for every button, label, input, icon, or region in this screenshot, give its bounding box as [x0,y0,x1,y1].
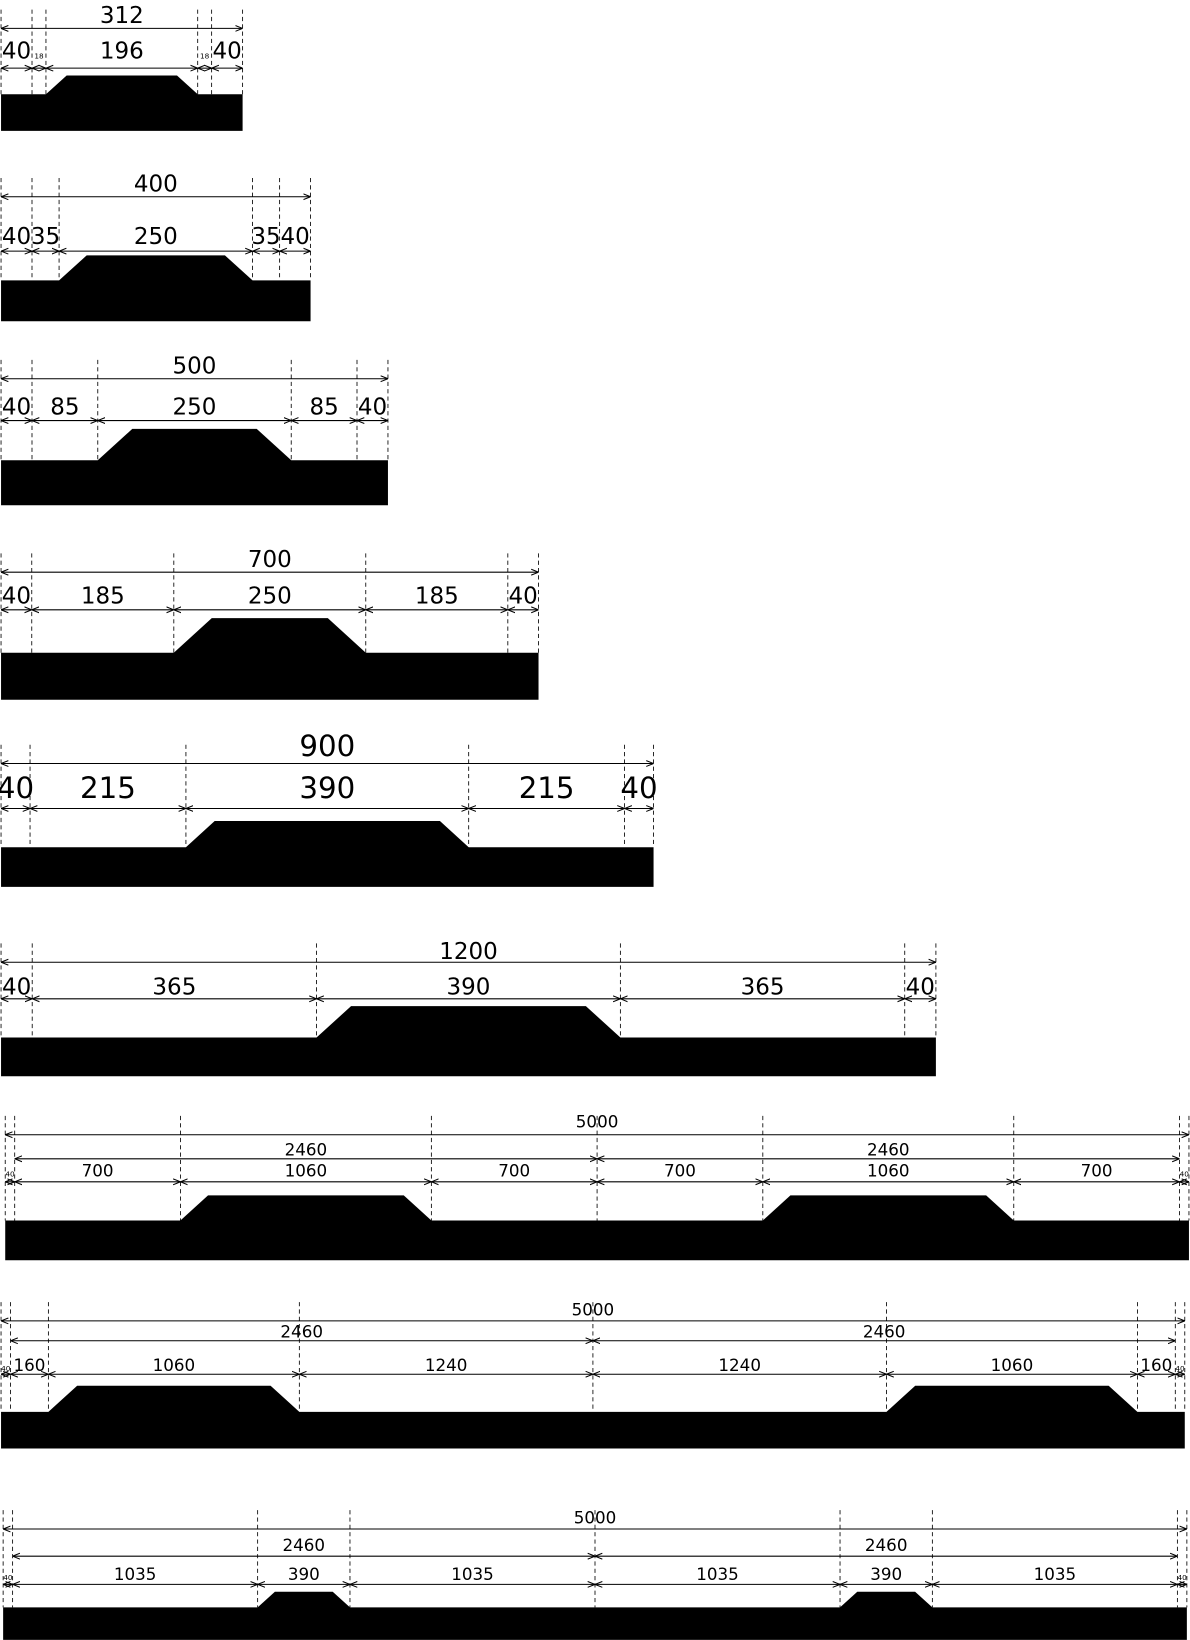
segment-dimension: 1035 [696,1564,739,1584]
half-dimension: 2460 [865,1535,908,1555]
segment-dimension: 215 [519,771,575,805]
segment-dimension: 40 [1175,1364,1185,1373]
total-dimension: 1200 [439,939,498,965]
total-dimension: 5000 [574,1508,617,1528]
profile-shape [1,618,539,700]
segment-dimension: 215 [80,771,136,805]
profile-shape [3,1591,1187,1640]
total-dimension: 312 [100,3,144,29]
segment-dimension: 40 [2,975,31,1001]
segment-dimension: 1060 [285,1161,328,1181]
segment-dimension: 1060 [153,1355,196,1375]
segment-dimension: 160 [1140,1355,1172,1375]
segment-dimension: 160 [13,1355,45,1375]
segment-dimension: 1035 [451,1564,494,1584]
segment-dimension: 1240 [718,1355,761,1375]
segment-dimension: 40 [358,394,387,420]
segment-dimension: 700 [664,1161,696,1181]
segment-dimension: 1035 [114,1564,157,1584]
segment-dimension: 700 [82,1161,114,1181]
segment-dimension: 40 [2,224,31,250]
segment-dimension: 40 [2,584,31,610]
segment-dimension: 18 [200,52,210,61]
profile-shape [1,428,388,506]
segment-dimension: 40 [1,1364,11,1373]
segment-dimension: 365 [152,975,196,1001]
profile-shape [1,1385,1185,1449]
segment-dimension: 35 [31,224,60,250]
total-dimension: 5000 [576,1111,619,1131]
segment-dimension: 40 [509,584,538,610]
segment-dimension: 35 [251,224,280,250]
segment-dimension: 40 [280,224,309,250]
segment-dimension: 40 [2,39,31,65]
segment-dimension: 700 [498,1161,530,1181]
segment-dimension: 40 [1177,1573,1187,1582]
segment-dimension: 85 [50,394,79,420]
segment-dimension: 250 [173,394,217,420]
half-dimension: 2460 [285,1140,328,1160]
segment-dimension: 1240 [425,1355,468,1375]
segment-dimension: 700 [1081,1161,1113,1181]
segment-dimension: 40 [212,39,241,65]
segment-dimension: 1035 [1034,1564,1077,1584]
segment-dimension: 40 [1180,1170,1190,1179]
profile-shape [1,1006,936,1077]
segment-dimension: 18 [34,52,44,61]
profile-shape [1,821,654,887]
segment-dimension: 390 [299,771,355,805]
segment-dimension: 250 [248,584,292,610]
segment-dimension: 1060 [867,1161,910,1181]
profile-shape [5,1195,1189,1261]
segment-dimension: 390 [288,1564,320,1584]
segment-dimension: 40 [620,771,657,805]
half-dimension: 2460 [280,1322,323,1342]
segment-dimension: 40 [906,975,935,1001]
half-dimension: 2460 [863,1322,906,1342]
segment-dimension: 40 [2,394,31,420]
profile-shape [1,255,311,322]
total-dimension: 400 [134,172,178,198]
segment-dimension: 365 [741,975,785,1001]
segment-dimension: 196 [100,39,144,65]
segment-dimension: 40 [0,771,34,805]
segment-dimension: 40 [5,1170,15,1179]
segment-dimension: 390 [870,1564,902,1584]
segment-dimension: 185 [81,584,125,610]
segment-dimension: 85 [309,394,338,420]
half-dimension: 2460 [867,1140,910,1160]
segment-dimension: 250 [134,224,178,250]
total-dimension: 5000 [572,1300,615,1320]
segment-dimension: 1060 [991,1355,1034,1375]
profile-shape [1,75,243,131]
segment-dimension: 40 [3,1573,13,1582]
segment-dimension: 185 [415,584,459,610]
total-dimension: 700 [248,547,292,573]
segment-dimension: 390 [447,975,491,1001]
half-dimension: 2460 [283,1535,326,1555]
total-dimension: 500 [173,353,217,379]
total-dimension: 900 [299,729,355,763]
